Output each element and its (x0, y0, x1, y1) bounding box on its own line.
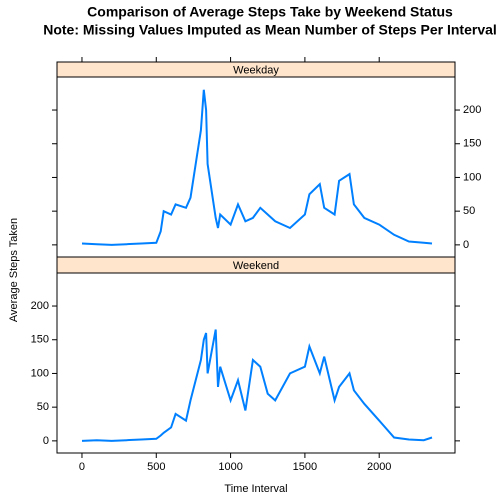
y-tick-label: 150 (463, 138, 481, 150)
chart-subtitle: Note: Missing Values Imputed as Mean Num… (43, 22, 497, 38)
y-axis-label: Average Steps Taken (8, 218, 20, 322)
y-tick-label: 200 (31, 300, 49, 312)
y-tick-label: 100 (31, 367, 49, 379)
x-axis-label: Time Interval (224, 483, 287, 495)
y-tick-label: 0 (43, 435, 49, 447)
y-tick-label: 100 (463, 171, 481, 183)
x-tick-label: 2000 (367, 461, 391, 473)
line (81, 89, 433, 246)
panel (56, 76, 456, 258)
x-tick-label: 1000 (218, 461, 242, 473)
y-tick-label: 50 (463, 205, 475, 217)
strip-label: Weekday (233, 64, 279, 76)
x-tick-label: 0 (79, 461, 85, 473)
y-tick-label: 200 (463, 104, 481, 116)
x-tick-label: 1500 (293, 461, 317, 473)
x-tick-label: 500 (147, 461, 165, 473)
strip-label: Weekend (233, 260, 279, 272)
line (81, 329, 433, 442)
panel (56, 272, 456, 454)
chart-title: Comparison of Average Steps Take by Week… (87, 4, 453, 20)
y-tick-label: 50 (37, 401, 49, 413)
y-tick-label: 150 (31, 334, 49, 346)
y-tick-label: 0 (463, 239, 469, 251)
